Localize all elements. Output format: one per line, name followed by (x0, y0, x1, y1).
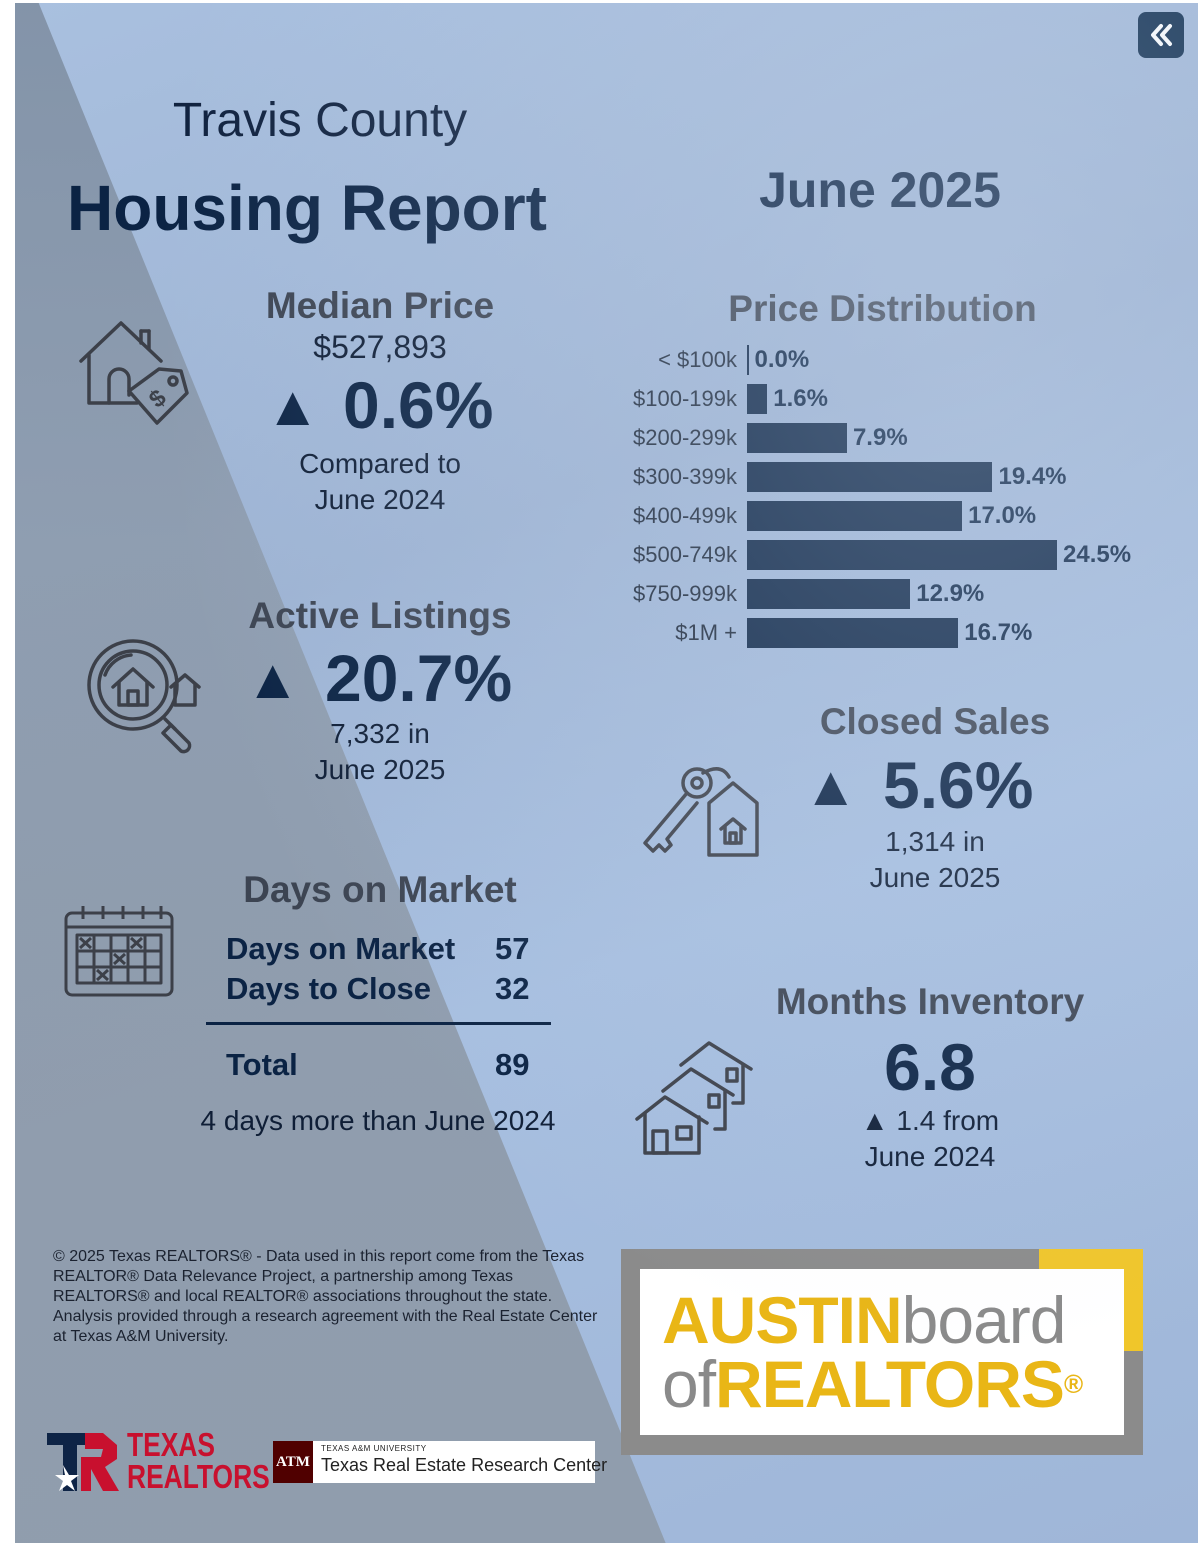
price-bar-row: $200-299k 7.9% (617, 423, 1177, 453)
median-price-title: Median Price (265, 285, 495, 326)
median-price-value: $527,893 (313, 329, 447, 365)
price-bar-row: $100-199k 1.6% (617, 384, 1177, 414)
dom-total-value: 89 (495, 1047, 530, 1082)
price-bar-category-label: $200-299k (633, 425, 737, 450)
active-listings-change: 20.7% (325, 641, 513, 715)
price-distribution-title: Price Distribution (728, 288, 1037, 329)
price-bar-category-label: $100-199k (633, 386, 737, 411)
price-bar-category-label: $300-399k (633, 464, 737, 489)
median-price-compare-line2: June 2024 (314, 484, 446, 515)
price-bar-value-label: 17.0% (968, 502, 1037, 529)
abor-registered-mark: ® (1063, 1369, 1083, 1399)
days-on-market-title: Days on Market (243, 869, 517, 910)
active-listings-title: Active Listings (248, 595, 512, 636)
report-period: June 2025 (759, 162, 1001, 218)
price-bar (747, 345, 749, 375)
page-title: Housing Report (67, 172, 547, 244)
months-inventory-compare: June 2024 (864, 1141, 996, 1172)
price-bar-value-label: 12.9% (916, 580, 985, 607)
price-bar-category-label: $400-499k (633, 503, 737, 528)
active-listings-line2: June 2025 (314, 754, 446, 785)
price-bar (747, 423, 847, 453)
price-bar-row: $400-499k 17.0% (617, 501, 1177, 531)
closed-sales-line1: 1,314 in (885, 826, 985, 857)
price-bar-category-label: < $100k (658, 347, 737, 372)
price-bar-row: $300-399k 19.4% (617, 462, 1177, 492)
price-bar-value-label: 19.4% (998, 463, 1067, 490)
months-inventory-value: 6.8 (884, 1030, 976, 1104)
magnifier-house-icon (87, 639, 201, 754)
price-bar-row: < $100k 0.0% (617, 345, 1177, 375)
county-subtitle: Travis County (172, 94, 468, 147)
price-bar (747, 501, 963, 531)
dom-total-label: Total (226, 1047, 298, 1082)
dom-divider (206, 1022, 551, 1025)
closed-sales-change: 5.6% (883, 748, 1034, 822)
tamu-center-label: Texas Real Estate Research Center (321, 1455, 608, 1475)
tamu-university-label: TEXAS A&M UNIVERSITY (321, 1444, 427, 1453)
houses-row-icon (635, 1041, 753, 1155)
abor-logo-panel: AUSTINboard ofREALTORS® (640, 1269, 1124, 1435)
price-bar (747, 540, 1057, 570)
price-bar-row: $500-749k 24.5% (617, 540, 1177, 570)
dom-row-value-1: 32 (495, 971, 530, 1006)
abor-of: of (662, 1347, 716, 1421)
tamu-research-center-logo: ATM TEXAS A&M UNIVERSITY Texas Real Esta… (273, 1441, 607, 1483)
calendar-icon (64, 906, 174, 997)
price-bar-row: $1M + 16.7% (617, 618, 1177, 648)
abor-board: board (901, 1283, 1067, 1357)
texas-realtors-logo: TEXAS REALTORS (45, 1427, 285, 1499)
texas-realtors-mark-icon (47, 1433, 119, 1491)
price-bar-value-label: 16.7% (964, 619, 1033, 646)
price-distribution-chart: < $100k 0.0% $100-199k 1.6% $200-299k 7.9% $30… (617, 345, 1177, 655)
median-price-up-arrow: ▲ (265, 374, 321, 437)
copyright-footnote: © 2025 Texas REALTORS® - Data used in th… (53, 1248, 598, 1345)
price-bar (747, 618, 959, 648)
active-listings-up-arrow: ▲ (245, 647, 301, 710)
dom-row-label-1: Days to Close (226, 971, 432, 1006)
price-bar-value-label: 1.6% (773, 385, 828, 412)
dom-note: 4 days more than June 2024 (200, 1105, 556, 1136)
closed-sales-line2: June 2025 (869, 862, 1001, 893)
aggie-atm-mark-icon: ATM (273, 1441, 313, 1483)
abor-austin: AUSTIN (662, 1283, 903, 1357)
active-listings-line1: 7,332 in (330, 718, 430, 749)
price-bar (747, 579, 911, 609)
price-bar-value-label: 7.9% (852, 424, 908, 451)
closed-sales-title: Closed Sales (819, 701, 1051, 742)
price-bar-value-label: 0.0% (754, 346, 810, 373)
abor-logo-line1: AUSTINboard (662, 1287, 1066, 1353)
double-chevron-left-icon (1151, 24, 1172, 46)
texas-realtors-word2: REALTORS (127, 1458, 270, 1495)
price-bar (747, 462, 993, 492)
abor-realtors: REALTORS (715, 1347, 1065, 1421)
months-inventory-title: Months Inventory (775, 981, 1085, 1022)
closed-sales-up-arrow: ▲ (803, 754, 859, 817)
house-price-tag-icon: $ (79, 321, 189, 425)
price-bar-category-label: $500-749k (633, 542, 737, 567)
abor-logo-line2: ofREALTORS® (662, 1351, 1083, 1417)
price-bar (747, 384, 768, 414)
austin-board-of-realtors-logo: AUSTINboard ofREALTORS® (621, 1249, 1143, 1455)
collapse-button[interactable] (1138, 12, 1184, 58)
price-bar-value-label: 24.5% (1063, 541, 1132, 568)
price-bar-category-label: $1M + (675, 620, 737, 645)
dom-row-label-0: Days on Market (226, 931, 456, 966)
price-bar-category-label: $750-999k (633, 581, 737, 606)
key-house-icon (643, 767, 759, 857)
median-price-compare-line1: Compared to (299, 448, 461, 479)
price-bar-row: $750-999k 12.9% (617, 579, 1177, 609)
median-price-change: 0.6% (343, 368, 494, 442)
svg-text:$: $ (144, 384, 172, 414)
texas-realtors-word1: TEXAS (127, 1426, 216, 1463)
report-page: Travis County Housing Report June 2025 $… (15, 3, 1198, 1543)
dom-row-value-0: 57 (495, 931, 530, 966)
months-inventory-change: ▲ 1.4 from (860, 1105, 1000, 1136)
